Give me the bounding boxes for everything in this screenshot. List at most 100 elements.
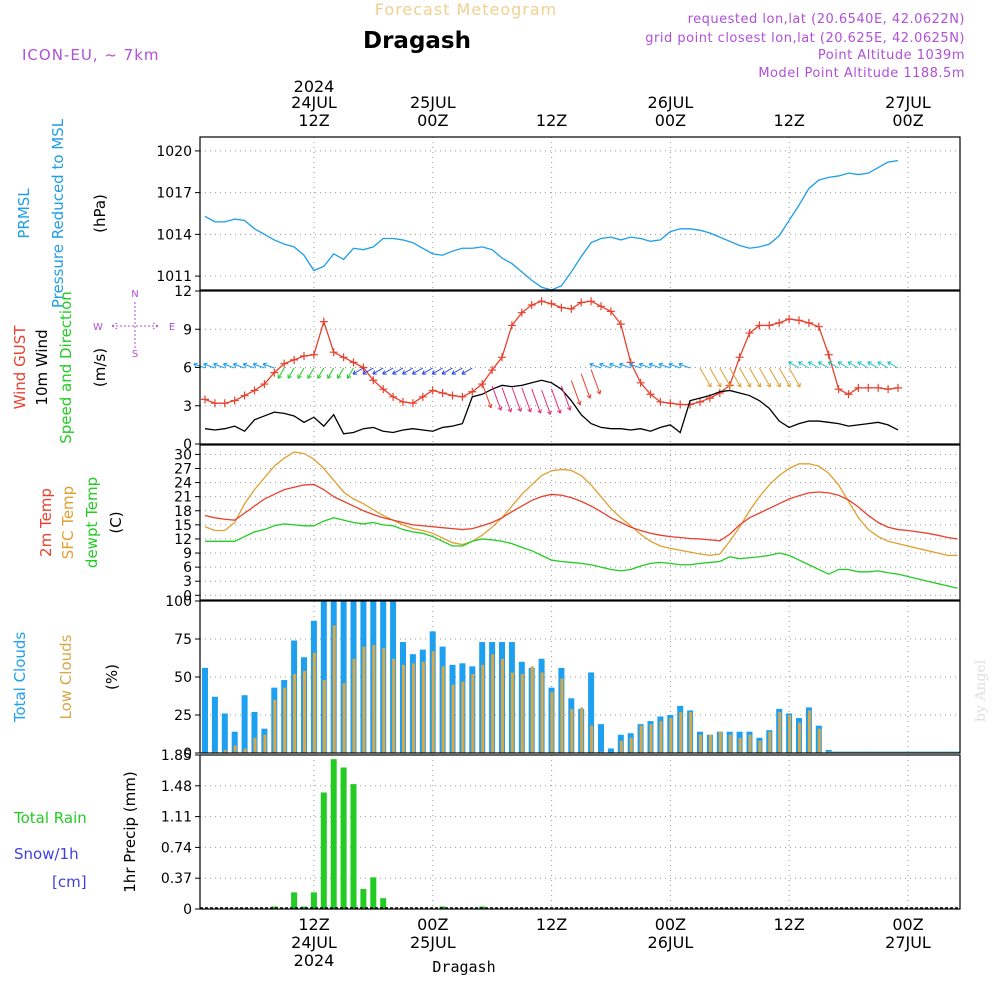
low-cloud-bar: [807, 710, 811, 753]
wind-arrow: [347, 367, 354, 379]
low-cloud-bar: [758, 740, 762, 753]
y-axis-label: Speed and Direction: [57, 291, 75, 444]
low-cloud-bar: [600, 751, 603, 753]
wind-arrow: [837, 361, 849, 369]
wind-arrow: [541, 389, 551, 415]
wind-arrow-head: [678, 362, 683, 368]
wind-arrow-head: [867, 361, 872, 366]
wind-arrow-head: [431, 370, 437, 375]
wind-arrow: [481, 383, 492, 409]
wind-arrow-head: [382, 370, 387, 375]
low-cloud-bar: [510, 672, 514, 753]
wind-arrow: [580, 373, 591, 399]
wind-arrow: [629, 363, 641, 369]
low-cloud-bar: [590, 725, 594, 753]
bottom-tick-label: 26JUL: [648, 933, 694, 952]
y-tick-label: 12: [174, 532, 192, 548]
wind-arrow-head: [317, 374, 322, 379]
wind-arrow: [560, 385, 571, 411]
wind-arrow: [827, 361, 839, 369]
wind-arrow-head: [411, 370, 417, 375]
precip-axis-label: 1hr Precip (mm): [121, 771, 139, 892]
compass-w: W: [93, 322, 103, 333]
rain-bar: [310, 892, 317, 909]
wind-arrow-head: [232, 362, 238, 368]
y-axis-label: SFC Temp: [59, 486, 77, 559]
low-cloud-bar: [451, 684, 455, 753]
wind-arrows: [193, 361, 899, 415]
wind-arrow: [441, 367, 453, 375]
low-cloud-bar: [580, 707, 584, 753]
compass-arrows: [111, 302, 159, 348]
y-tick-label: 1.85: [161, 748, 192, 764]
wind-arrow-head: [717, 383, 722, 388]
wind-arrow-head: [262, 362, 268, 368]
y-axis-label: (C): [107, 511, 125, 533]
gust-marker: [527, 301, 536, 310]
gust-marker: [507, 321, 516, 330]
gust-marker: [676, 400, 685, 409]
rain-bar: [380, 898, 387, 909]
wind-arrow-head: [638, 362, 644, 368]
low-cloud-bar: [788, 715, 792, 753]
gust-marker: [201, 395, 209, 404]
low-cloud-bar: [619, 740, 623, 753]
compass-n: N: [131, 289, 138, 300]
gust-marker: [260, 380, 269, 389]
wind-arrow-head: [441, 370, 447, 375]
series-2m-temp: [204, 483, 958, 542]
wind-arrow-head: [392, 370, 397, 375]
wind-arrow: [551, 388, 561, 414]
panel-frame: [199, 290, 961, 445]
panel-frame: [199, 754, 961, 910]
wind-arrow-head: [451, 370, 457, 375]
wind-arrow-head: [877, 361, 882, 366]
wind-arrow: [262, 363, 275, 369]
gust-marker: [408, 399, 417, 408]
y-axis-label: Total Clouds: [11, 632, 29, 724]
wind-arrow: [243, 363, 255, 369]
top-tick-label: 12Z: [536, 111, 567, 130]
wind-arrow: [668, 363, 681, 369]
wind-arrow-head: [786, 383, 791, 388]
wind-arrow: [857, 361, 869, 369]
wind-arrow: [327, 367, 335, 379]
wind-arrow-head: [402, 370, 407, 375]
low-cloud-bar: [233, 745, 237, 753]
low-cloud-bar: [679, 711, 683, 753]
wind-arrow-head: [727, 383, 732, 388]
y-tick-label: 1014: [156, 227, 192, 243]
wind-arrow-head: [668, 362, 673, 368]
gust-marker: [220, 399, 229, 408]
model-label: ICON-EU, ~ 7km: [22, 46, 160, 64]
y-tick-label: 1017: [156, 186, 192, 202]
low-cloud-bar: [748, 734, 752, 753]
wind-arrow: [808, 361, 820, 369]
low-cloud-bar: [293, 673, 297, 753]
y-tick-label: 1011: [156, 269, 192, 285]
y-tick-label: 18: [174, 504, 192, 520]
top-tick-label: 12Z: [298, 111, 329, 130]
wind-arrow: [867, 361, 879, 369]
wind-arrow-head: [242, 362, 248, 368]
low-cloud-bar: [530, 666, 534, 753]
wind-arrow-head: [707, 383, 712, 388]
low-cloud-bar: [817, 728, 821, 753]
total-cloud-bar: [607, 748, 614, 753]
gust-marker: [824, 350, 833, 359]
rain-bar: [271, 906, 278, 909]
gust-marker: [814, 322, 823, 331]
y-tick-label: 12: [174, 284, 192, 300]
wind-arrow: [521, 387, 532, 413]
low-cloud-bar: [639, 725, 643, 753]
panel-frame: [199, 600, 961, 754]
wind-arrow-head: [648, 362, 654, 368]
y-tick-label: 1020: [156, 144, 192, 160]
low-cloud-bar: [223, 749, 227, 753]
gust-marker: [755, 321, 764, 330]
bottom-tick-label: 12Z: [536, 915, 567, 934]
wind-arrow: [847, 361, 859, 369]
low-cloud-bar: [481, 664, 485, 753]
wind-arrow-head: [827, 361, 833, 366]
